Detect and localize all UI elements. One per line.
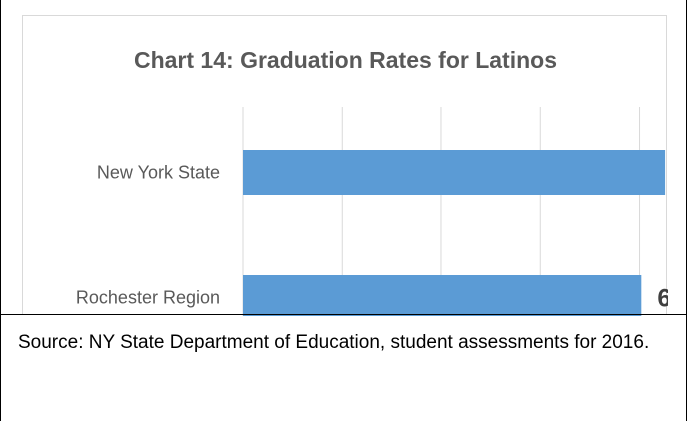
bar	[243, 275, 642, 316]
bar-chart: New York State71%Rochester Region67%	[76, 107, 668, 316]
data-label: 67%	[657, 285, 668, 313]
category-label: Rochester Region	[76, 288, 220, 308]
chart-title: Chart 14: Graduation Rates for Latinos	[133, 47, 557, 73]
source-note: Source: NY State Department of Education…	[1, 314, 687, 421]
category-label: New York State	[97, 163, 220, 183]
bar	[243, 150, 666, 195]
chart-area: Chart 14: Graduation Rates for Latinos N…	[22, 15, 668, 316]
source-text: Source: NY State Department of Education…	[18, 332, 650, 353]
